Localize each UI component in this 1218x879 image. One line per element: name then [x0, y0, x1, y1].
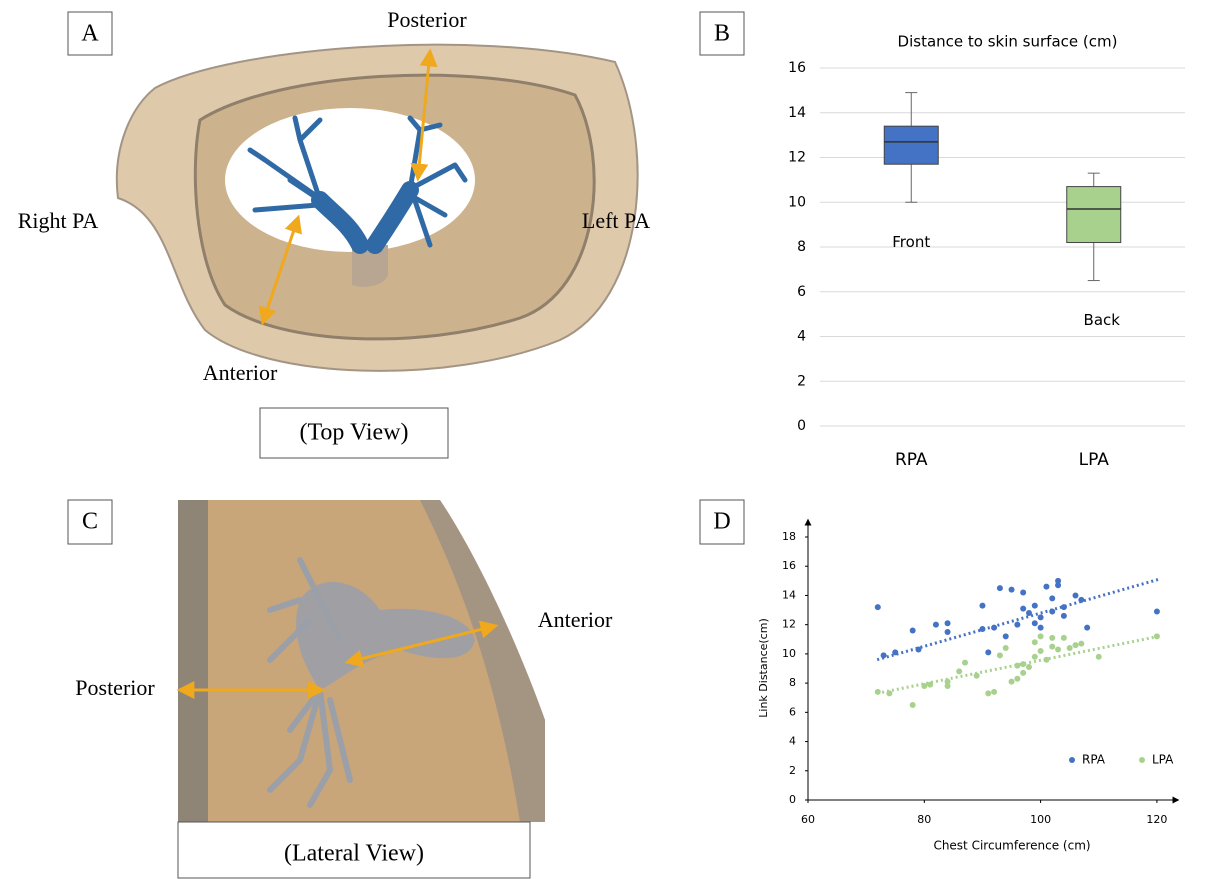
point — [1038, 648, 1044, 654]
point — [1032, 603, 1038, 609]
box-label: Back — [1084, 311, 1121, 329]
point — [1003, 645, 1009, 651]
point — [1043, 584, 1049, 590]
y-tick-label: 4 — [789, 735, 796, 748]
point — [1055, 647, 1061, 653]
legend-marker — [1069, 757, 1075, 763]
annotation: Anterior — [203, 360, 278, 385]
point — [962, 660, 968, 666]
y-tick-label: 16 — [788, 60, 806, 76]
annotation: Right PA — [18, 208, 99, 233]
point — [1084, 625, 1090, 631]
point — [1067, 645, 1073, 651]
point — [991, 689, 997, 695]
point — [1049, 595, 1055, 601]
y-tick-label: 2 — [797, 373, 806, 389]
y-tick-label: 0 — [797, 418, 806, 434]
annotation: Posterior — [387, 7, 467, 32]
point — [1014, 622, 1020, 628]
point — [985, 690, 991, 696]
point — [1026, 664, 1032, 670]
point — [1061, 635, 1067, 641]
y-tick-label: 4 — [797, 329, 806, 345]
point — [1032, 654, 1038, 660]
point — [945, 620, 951, 626]
x-tick-label: 60 — [801, 813, 815, 826]
point — [1073, 592, 1079, 598]
panel-label: A — [81, 21, 99, 47]
y-tick-label: 10 — [782, 647, 796, 660]
point — [1038, 625, 1044, 631]
y-tick-label: 14 — [788, 105, 806, 121]
point — [1020, 670, 1026, 676]
y-axis-label: Link Distance(cm) — [757, 618, 770, 717]
point — [1038, 633, 1044, 639]
point — [1020, 590, 1026, 596]
caption: (Top View) — [299, 420, 408, 446]
box-label: Front — [892, 233, 930, 251]
y-tick-label: 8 — [797, 239, 806, 255]
y-tick-label: 12 — [782, 618, 796, 631]
point — [997, 585, 1003, 591]
annotation: Anterior — [538, 607, 613, 632]
legend-label: RPA — [1082, 753, 1106, 767]
y-tick-label: 6 — [789, 705, 796, 718]
figure: A B C D Posterior Right PA Left PA Anter… — [0, 0, 1218, 879]
point — [945, 683, 951, 689]
legend-marker — [1139, 757, 1145, 763]
point — [1154, 609, 1160, 615]
y-tick-label: 18 — [782, 530, 796, 543]
x-tick-label: 80 — [917, 813, 931, 826]
y-tick-label: 6 — [797, 284, 806, 300]
point — [875, 604, 881, 610]
y-tick-label: 10 — [788, 194, 806, 210]
chart-title: Distance to skin surface (cm) — [898, 33, 1118, 51]
annotation: Posterior — [75, 675, 155, 700]
panel-label: D — [713, 509, 730, 535]
box — [884, 126, 938, 164]
y-tick-label: 0 — [789, 793, 796, 806]
point — [1061, 613, 1067, 619]
box — [1067, 187, 1121, 243]
point — [1020, 606, 1026, 612]
y-tick-label: 2 — [789, 764, 796, 777]
point — [945, 629, 951, 635]
x-tick-label: 120 — [1146, 813, 1167, 826]
point — [910, 702, 916, 708]
point — [1049, 644, 1055, 650]
annotation: Left PA — [582, 208, 650, 233]
point — [1078, 641, 1084, 647]
x-tick-label: 100 — [1030, 813, 1051, 826]
legend-label: LPA — [1152, 753, 1174, 767]
point — [1014, 676, 1020, 682]
y-tick-label: 14 — [782, 588, 796, 601]
top-view-illustration — [117, 45, 638, 371]
point — [956, 668, 962, 674]
panel-label: B — [714, 21, 730, 47]
point — [1038, 614, 1044, 620]
point — [1009, 679, 1015, 685]
point — [997, 652, 1003, 658]
x-axis-label: Chest Circumference (cm) — [933, 839, 1090, 853]
point — [1055, 578, 1061, 584]
y-tick-label: 8 — [789, 676, 796, 689]
point — [1032, 620, 1038, 626]
x-tick-label: RPA — [895, 450, 928, 470]
point — [1009, 587, 1015, 593]
point — [1073, 642, 1079, 648]
point — [1003, 633, 1009, 639]
x-tick-label: LPA — [1079, 450, 1110, 470]
point — [1096, 654, 1102, 660]
caption: (Lateral View) — [284, 841, 424, 867]
y-tick-label: 12 — [788, 150, 806, 166]
lateral-view-illustration — [178, 500, 545, 822]
point — [910, 628, 916, 634]
panel-label: C — [82, 509, 98, 535]
point — [985, 649, 991, 655]
y-tick-label: 16 — [782, 559, 796, 572]
point — [1049, 635, 1055, 641]
point — [1032, 639, 1038, 645]
point — [933, 622, 939, 628]
point — [979, 603, 985, 609]
